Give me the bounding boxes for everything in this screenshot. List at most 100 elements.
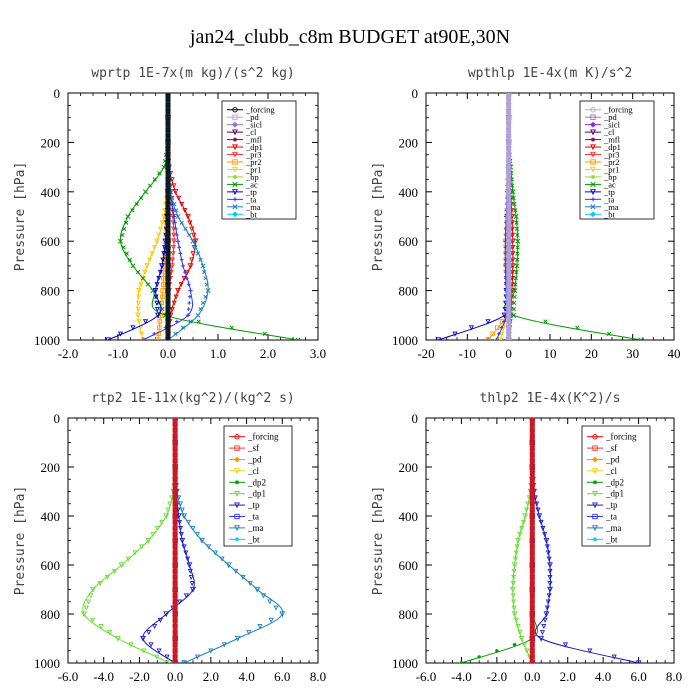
data-point — [157, 319, 163, 324]
data-point — [171, 300, 177, 306]
legend-marker — [234, 480, 240, 485]
data-point — [88, 593, 94, 599]
figure-title: jan24_clubb_c8m BUDGET at90E,30N — [189, 26, 510, 48]
data-point — [247, 581, 253, 587]
legend-label: _forcing — [605, 432, 637, 442]
data-point — [169, 306, 175, 312]
data-point — [152, 287, 159, 294]
data-point — [125, 556, 131, 562]
data-point — [499, 331, 505, 337]
data-point — [111, 568, 117, 574]
legend-entry-ma: _ma — [229, 523, 264, 533]
x-tick-label: 0.0 — [167, 669, 183, 684]
legend-marker — [232, 189, 238, 196]
data-point — [178, 251, 183, 256]
legend-marker — [590, 166, 596, 173]
data-point — [524, 507, 530, 513]
data-point — [198, 306, 203, 312]
x-tick-label: -10 — [459, 346, 476, 361]
data-point — [138, 282, 144, 288]
data-point — [188, 288, 193, 293]
data-point — [234, 635, 241, 642]
data-point — [534, 501, 540, 507]
data-point — [171, 214, 177, 219]
legend-entry-bt: _bt — [229, 534, 260, 544]
data-point — [518, 635, 525, 642]
data-point — [221, 642, 227, 648]
legend-label: _pd — [603, 112, 617, 122]
x-tick-label: 10 — [544, 346, 557, 361]
data-point — [157, 226, 164, 232]
data-point — [138, 195, 144, 201]
legend-label: _sf — [605, 443, 617, 453]
data-point — [183, 593, 189, 599]
plot-area — [459, 418, 642, 663]
data-point — [509, 226, 515, 232]
data-point — [156, 648, 162, 654]
legend-label: _ta — [603, 194, 615, 204]
legend-entry-bt: _bt — [585, 209, 615, 219]
legend-entry-tp: _tp — [227, 187, 257, 197]
data-point — [154, 238, 160, 245]
legend-entry-pr1: _pr1 — [585, 164, 620, 174]
y-tick-label: 200 — [399, 135, 419, 150]
y-tick-label: 0 — [54, 411, 61, 426]
data-point — [175, 233, 179, 237]
zero-profile-bundle — [165, 93, 171, 340]
data-point — [185, 556, 191, 562]
y-tick-label: 800 — [41, 284, 61, 299]
legend-marker — [232, 181, 238, 187]
legend-label: _pr2 — [603, 157, 620, 167]
data-point — [499, 325, 504, 330]
chart-panels: wprtp 1E-7x(m kg)/(s^2 kg) Pressure [hPa]… — [13, 66, 682, 684]
y-axis-label: Pressure [hPa] — [371, 486, 386, 596]
data-point — [268, 617, 274, 623]
x-tick-label: -4.0 — [93, 669, 114, 684]
legend-marker — [232, 107, 238, 113]
y-tick-label: 1000 — [392, 656, 418, 671]
x-tick-label: 2.0 — [203, 669, 219, 684]
data-point — [130, 263, 136, 269]
legend-marker — [592, 537, 598, 542]
data-point — [169, 257, 176, 263]
data-point — [540, 526, 546, 532]
x-tick-label: 6.0 — [274, 669, 290, 684]
legend-entry-forcing: _forcing — [585, 105, 633, 115]
legend-entry-ma: _ma — [585, 202, 619, 212]
y-tick-label: 800 — [399, 284, 419, 299]
data-point — [139, 331, 145, 337]
legend-label: _dp2 — [605, 477, 624, 487]
legend-label: _ma — [605, 523, 622, 533]
data-point — [150, 288, 156, 294]
data-point — [146, 257, 153, 263]
data-point — [187, 568, 193, 574]
legend-entry-pr2: _pr2 — [227, 157, 262, 167]
data-point — [135, 312, 141, 319]
data-point — [167, 501, 173, 507]
plot-area — [105, 93, 301, 340]
series-line — [82, 418, 176, 663]
data-point — [170, 251, 176, 257]
legend-marker — [590, 174, 596, 180]
chart-panel-1: wprtp 1E-7x(m kg)/(s^2 kg) Pressure [hPa]… — [13, 66, 326, 361]
x-tick-label: 6.0 — [630, 669, 646, 684]
legend-label: _bt — [247, 534, 260, 544]
legend-marker — [590, 204, 596, 210]
data-point — [543, 319, 548, 324]
legend-label: _pd — [245, 112, 259, 122]
data-point — [254, 586, 261, 593]
data-point — [510, 245, 516, 251]
legend-entry-ma: _ma — [587, 523, 622, 533]
y-tick-label: 0 — [412, 86, 419, 101]
x-tick-label: 4.0 — [238, 669, 254, 684]
data-point — [185, 313, 191, 318]
x-tick-label: 2.0 — [560, 669, 576, 684]
data-point — [160, 282, 166, 287]
legend-entry-ta: _ta — [227, 194, 257, 204]
plot-area — [435, 93, 644, 340]
data-point — [521, 642, 527, 648]
data-point — [145, 537, 152, 544]
legend-entry-dp2: _dp2 — [229, 477, 266, 487]
data-point — [146, 630, 152, 636]
data-point — [179, 507, 185, 513]
